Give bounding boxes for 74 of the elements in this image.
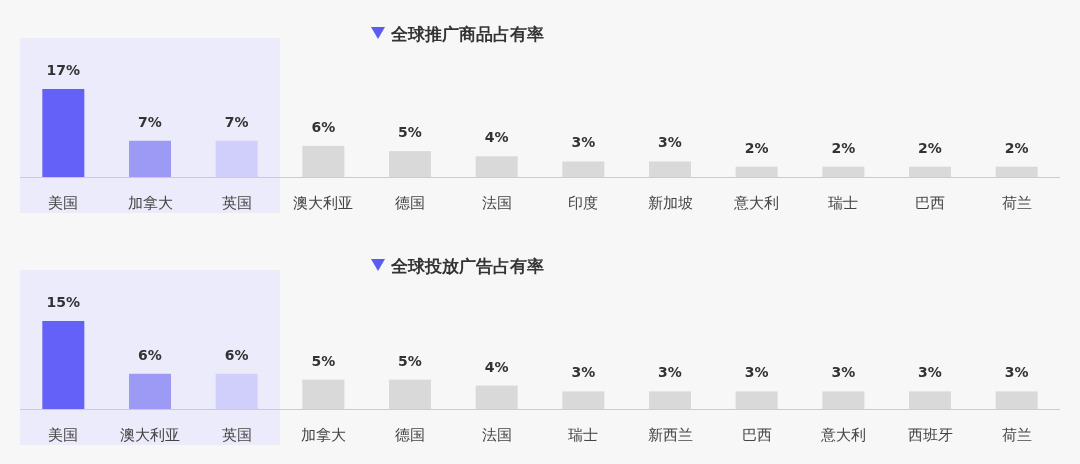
x-tick-label: 巴西: [915, 194, 945, 212]
bar: [215, 373, 258, 409]
data-label: 15%: [46, 294, 81, 310]
bar: [389, 379, 431, 409]
data-label: 6%: [311, 118, 336, 135]
data-label: 5%: [398, 124, 422, 141]
bar: [822, 391, 865, 409]
data-label: 3%: [658, 134, 682, 151]
bar: [389, 151, 431, 177]
bar: [129, 373, 171, 409]
bar: [909, 166, 951, 177]
bar: [302, 145, 345, 177]
bar: [995, 166, 1038, 177]
bar: [649, 391, 691, 409]
data-label: 3%: [744, 364, 769, 381]
data-label: 6%: [138, 346, 162, 363]
x-tick-label: 澳大利亚: [293, 194, 354, 212]
data-label: 3%: [571, 134, 596, 151]
bar: [42, 89, 85, 177]
data-label: 17%: [46, 62, 81, 78]
x-tick-label: 意大利: [819, 426, 866, 444]
data-label: 3%: [918, 364, 942, 381]
x-tick-label: 瑞士: [568, 426, 599, 444]
x-tick-label: 英国: [221, 194, 252, 212]
data-label: 3%: [831, 364, 856, 381]
x-tick-label: 荷兰: [1001, 194, 1032, 212]
data-label: 3%: [571, 364, 596, 381]
data-label: 2%: [1004, 139, 1029, 156]
bar: [995, 391, 1038, 409]
x-tick-label: 荷兰: [1001, 426, 1032, 444]
x-tick-label: 加拿大: [127, 194, 173, 212]
bar: [822, 166, 865, 177]
x-tick-label: 巴西: [741, 426, 772, 444]
bar: [562, 161, 605, 177]
x-tick-label: 西班牙: [907, 426, 953, 444]
x-tick-label: 英国: [221, 426, 252, 444]
x-tick-label: 意大利: [733, 194, 780, 212]
bar: [909, 391, 951, 409]
x-tick-label: 德国: [395, 426, 425, 444]
bar: [42, 321, 85, 409]
data-label: 4%: [484, 358, 509, 375]
bar: [649, 161, 691, 177]
data-label: 2%: [831, 139, 856, 156]
bar: [129, 140, 171, 177]
x-tick-label: 德国: [395, 194, 425, 212]
chart-title: 全球投放广告占有率: [390, 256, 544, 276]
data-label: 2%: [744, 139, 769, 156]
bar: [562, 391, 605, 409]
bar: [475, 156, 518, 177]
x-tick-label: 瑞士: [828, 194, 859, 212]
bar: [735, 166, 778, 177]
bar: [475, 385, 518, 409]
bar: [215, 140, 258, 177]
x-tick-label: 法国: [481, 194, 512, 212]
x-tick-label: 加拿大: [300, 426, 346, 444]
x-tick-label: 新加坡: [647, 194, 693, 212]
x-tick-label: 印度: [568, 194, 599, 212]
data-label: 3%: [658, 364, 682, 381]
data-label: 5%: [398, 352, 422, 369]
data-label: 2%: [918, 139, 942, 156]
bar: [735, 391, 778, 409]
bar: [302, 379, 345, 409]
data-label: 7%: [138, 113, 162, 130]
x-tick-label: 美国: [48, 194, 79, 212]
data-label: 6%: [224, 346, 249, 363]
x-tick-label: 澳大利亚: [120, 426, 180, 444]
data-label: 3%: [1004, 364, 1029, 381]
x-tick-label: 美国: [48, 426, 79, 444]
chart-title: 全球推广商品占有率: [390, 24, 544, 44]
x-tick-label: 新西兰: [647, 426, 693, 444]
data-label: 7%: [224, 113, 249, 130]
x-tick-label: 法国: [481, 426, 512, 444]
data-label: 5%: [311, 352, 336, 369]
data-label: 4%: [484, 129, 509, 146]
